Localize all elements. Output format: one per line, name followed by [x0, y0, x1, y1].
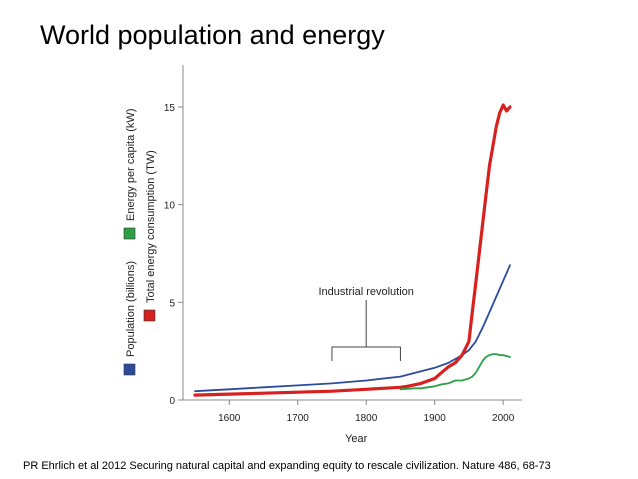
series-line-0 [194, 264, 511, 393]
x-tick-label: 1900 [424, 413, 447, 424]
y-tick-label: 10 [164, 201, 176, 212]
x-axis-label: Year [345, 433, 368, 445]
y-tick-label: 15 [164, 103, 176, 114]
y-tick-label: 5 [169, 298, 175, 309]
x-tick-label: 2000 [492, 413, 515, 424]
citation: PR Ehrlich et al 2012 Securing natural c… [23, 460, 551, 472]
x-tick-label: 1600 [218, 413, 241, 424]
series-line-2 [399, 353, 511, 391]
x-tick-label: 1800 [355, 413, 378, 424]
energy-per-capita-label: Energy per capita (kW) [125, 109, 137, 221]
energy-total-swatch [143, 309, 156, 322]
population-label: Population (billions) [125, 261, 137, 357]
population-swatch [123, 363, 136, 376]
energy-per-capita-swatch [123, 227, 136, 240]
annotation-label: Industrial revolution [319, 286, 414, 298]
annotation-bracket [331, 346, 401, 362]
series-line-1 [193, 103, 512, 397]
slide-title: World population and energy [40, 20, 385, 50]
y-tick-label: 0 [169, 396, 175, 407]
energy-total-label: Total energy consumption (TW) [145, 150, 157, 303]
x-tick-label: 1700 [287, 413, 310, 424]
